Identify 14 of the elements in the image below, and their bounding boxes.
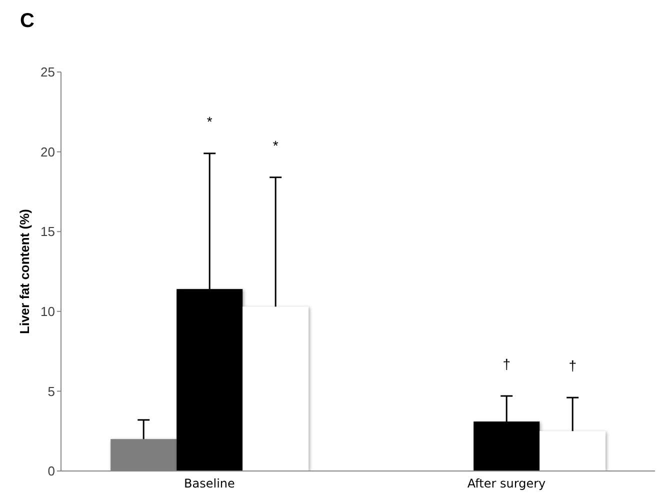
y-tick-label: 25 (40, 64, 55, 80)
y-axis-title: Liver fat content (%) (17, 209, 32, 334)
y-tick-label: 20 (40, 144, 55, 160)
x-tick-label: After surgery (467, 476, 546, 491)
y-tick-label: 10 (40, 304, 55, 320)
annotation: * (272, 137, 279, 154)
chart-title: C (20, 10, 34, 32)
x-tick-label: Baseline (184, 476, 235, 491)
y-tick-label: 5 (48, 384, 55, 399)
annotation: * (206, 113, 213, 130)
y-tick-label: 15 (40, 224, 55, 240)
annotation: † (568, 358, 576, 374)
annotation: † (502, 356, 510, 372)
y-tick-label: 0 (48, 464, 55, 479)
